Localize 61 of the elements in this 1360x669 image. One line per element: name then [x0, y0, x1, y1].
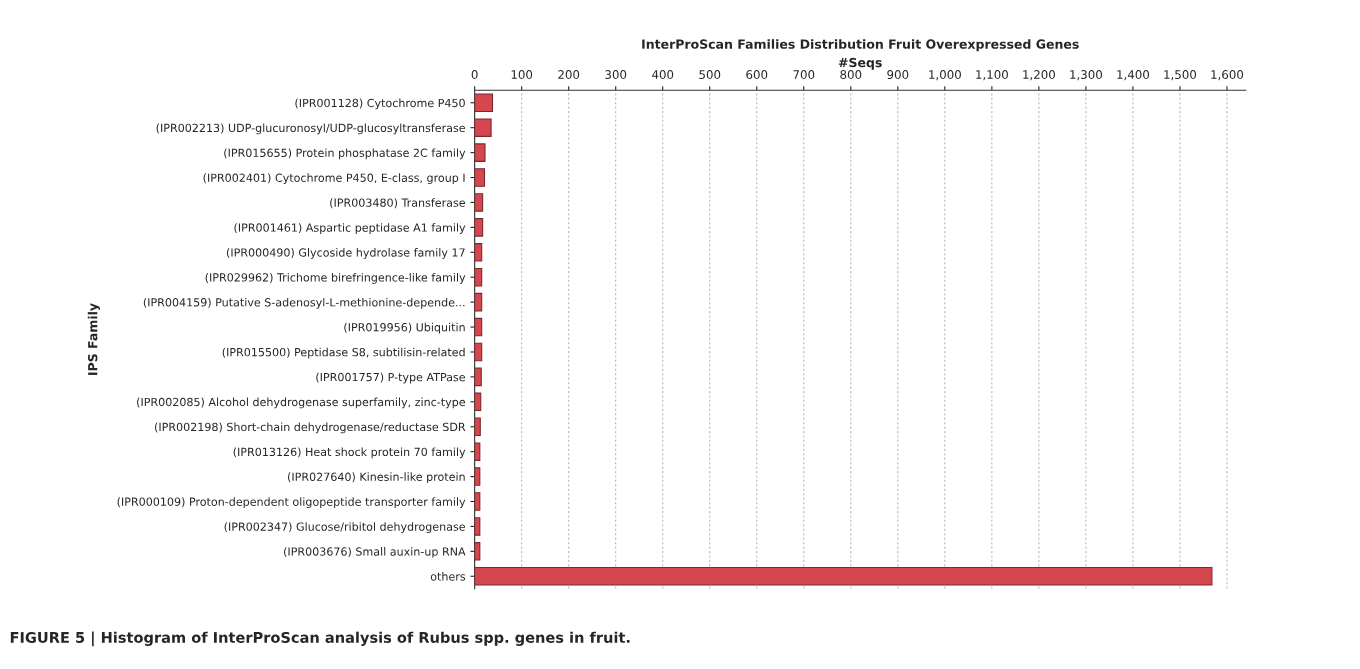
y-tick-label: (IPR002198) Short-chain dehydrogenase/reductase SDR — [155, 422, 466, 434]
y-tick-label: (IPR002213) UDP-glucuronosyl/UDP-glucosyltransferase — [156, 123, 466, 135]
y-tick-label: (IPR001461) Aspartic peptidase A1 family — [234, 223, 466, 234]
y-tick-label: (IPR019956) Ubiquitin — [344, 322, 465, 334]
chart-title: InterProScan Families Distribution Fruit Overexpressed Genes — [642, 39, 1079, 52]
y-tick-label: (IPR003480) Transferase — [330, 198, 466, 209]
bar — [474, 243, 483, 262]
x-tick-label: 1,400 — [1117, 70, 1150, 81]
x-tick-label: 1,100 — [976, 70, 1008, 81]
y-tick-label: (IPR003676) Small auxin-up RNA — [284, 547, 466, 558]
bar — [474, 542, 481, 561]
y-tick-label: (IPR015655) Protein phosphatase 2C family — [224, 148, 466, 160]
x-axis-title: #Seqs — [838, 57, 882, 70]
x-tick-label: 500 — [699, 70, 721, 79]
y-axis-title: IPS Family — [87, 303, 100, 375]
bar — [474, 517, 481, 536]
bar — [474, 168, 486, 187]
x-tick-label: 1,300 — [1070, 70, 1103, 81]
bar — [474, 93, 494, 113]
y-tick-label: (IPR002401) Cytochrome P450, E-class, group I — [203, 173, 465, 185]
y-tick-label: (IPR029962) Trichome birefringence-like family — [205, 273, 466, 284]
bar — [474, 467, 481, 486]
bar — [474, 218, 484, 237]
bar — [474, 267, 483, 287]
x-tick-label: 600 — [746, 70, 768, 79]
y-tick-label: others — [430, 572, 466, 581]
y-tick-label: (IPR002085) Alcohol dehydrogenase superfamily, zinc-type — [137, 397, 466, 409]
bar — [474, 417, 481, 437]
x-tick-label: 1,200 — [1023, 70, 1055, 81]
y-tick-label: (IPR002347) Glucose/ribitol dehydrogenase — [224, 522, 466, 533]
y-tick-label: (IPR013126) Heat shock protein 70 family — [233, 447, 466, 459]
y-tick-label: (IPR001128) Cytochrome P450 — [295, 98, 465, 110]
x-tick-label: 800 — [840, 70, 862, 79]
bar — [474, 143, 486, 162]
bar — [474, 367, 482, 387]
x-tick-label: 1,000 — [929, 70, 961, 81]
x-tick-label: 300 — [605, 70, 627, 79]
y-tick-label: (IPR015500) Peptidase S8, subtilisin-related — [222, 347, 465, 359]
y-tick-label: (IPR004159) Putative S-adenosyl-L-methionine-depende... — [143, 297, 465, 309]
x-tick-label: 700 — [793, 70, 815, 79]
x-tick-label: 0 — [471, 70, 478, 79]
x-tick-label: 100 — [511, 70, 533, 79]
y-tick-label: (IPR001757) P-type ATPase — [316, 372, 466, 384]
bar — [474, 317, 483, 337]
bar — [474, 442, 481, 461]
bar — [474, 492, 481, 511]
x-tick-label: 200 — [558, 70, 580, 79]
bar — [474, 292, 483, 312]
y-tick-label: (IPR000109) Proton-dependent oligopeptide transporter family — [117, 497, 466, 509]
x-tick-label: 1,600 — [1211, 70, 1244, 81]
bar — [474, 193, 484, 212]
x-tick-label: 1,500 — [1164, 70, 1197, 81]
caption: FIGURE 5 | Histogram of InterProScan analysis of Rubus spp. genes in fruit. — [10, 631, 630, 647]
x-tick-label: 400 — [652, 70, 674, 79]
bar — [474, 118, 492, 137]
bar — [474, 342, 483, 362]
bar — [474, 392, 482, 412]
x-tick-label: 900 — [887, 70, 909, 79]
bar — [474, 566, 1213, 586]
y-tick-label: (IPR027640) Kinesin-like protein — [288, 472, 465, 484]
y-tick-label: (IPR000490) Glycoside hydrolase family 17 — [226, 248, 465, 259]
